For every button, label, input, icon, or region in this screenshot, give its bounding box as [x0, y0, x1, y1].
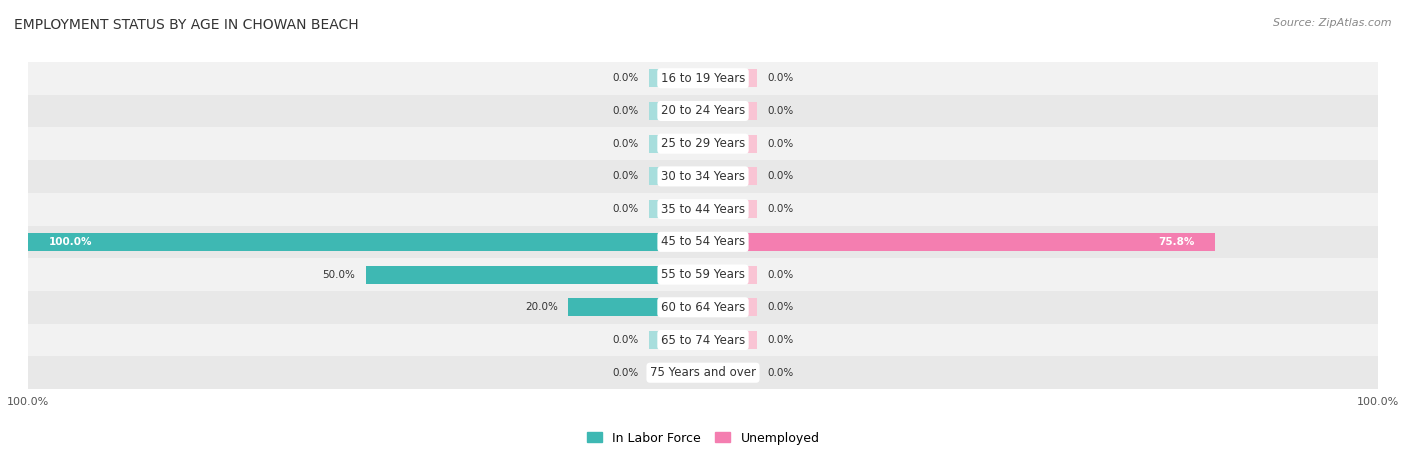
- Text: 20 to 24 Years: 20 to 24 Years: [661, 105, 745, 117]
- Bar: [650, 69, 703, 87]
- Text: 75.8%: 75.8%: [1159, 237, 1194, 247]
- Text: 0.0%: 0.0%: [768, 270, 793, 280]
- Text: 0.0%: 0.0%: [613, 73, 638, 83]
- Text: 30 to 34 Years: 30 to 34 Years: [661, 170, 745, 183]
- Text: 20.0%: 20.0%: [524, 302, 558, 312]
- Text: 16 to 19 Years: 16 to 19 Years: [661, 72, 745, 85]
- Bar: [703, 167, 756, 185]
- Text: 65 to 74 Years: 65 to 74 Years: [661, 334, 745, 346]
- Text: EMPLOYMENT STATUS BY AGE IN CHOWAN BEACH: EMPLOYMENT STATUS BY AGE IN CHOWAN BEACH: [14, 18, 359, 32]
- Bar: [650, 200, 703, 218]
- Text: 0.0%: 0.0%: [613, 139, 638, 149]
- Bar: [28, 258, 1378, 291]
- Bar: [568, 298, 703, 316]
- Bar: [703, 266, 756, 284]
- Bar: [703, 69, 756, 87]
- Text: 0.0%: 0.0%: [768, 335, 793, 345]
- Bar: [703, 298, 756, 316]
- Bar: [28, 193, 1378, 226]
- Bar: [28, 226, 1378, 258]
- Text: 0.0%: 0.0%: [613, 368, 638, 378]
- Text: 35 to 44 Years: 35 to 44 Years: [661, 202, 745, 216]
- Bar: [703, 135, 756, 153]
- Legend: In Labor Force, Unemployed: In Labor Force, Unemployed: [582, 427, 824, 450]
- Text: Source: ZipAtlas.com: Source: ZipAtlas.com: [1274, 18, 1392, 28]
- Bar: [650, 102, 703, 120]
- Text: 100.0%: 100.0%: [48, 237, 91, 247]
- Text: 0.0%: 0.0%: [768, 302, 793, 312]
- Bar: [28, 356, 1378, 389]
- Text: 25 to 29 Years: 25 to 29 Years: [661, 137, 745, 150]
- Text: 0.0%: 0.0%: [613, 204, 638, 214]
- Bar: [703, 364, 756, 382]
- Text: 0.0%: 0.0%: [768, 368, 793, 378]
- Bar: [28, 127, 1378, 160]
- Bar: [703, 200, 756, 218]
- Text: 50.0%: 50.0%: [322, 270, 356, 280]
- Bar: [28, 95, 1378, 127]
- Bar: [28, 62, 1378, 95]
- Bar: [650, 135, 703, 153]
- Text: 0.0%: 0.0%: [768, 73, 793, 83]
- Bar: [703, 233, 1215, 251]
- Text: 0.0%: 0.0%: [613, 106, 638, 116]
- Bar: [703, 102, 756, 120]
- Bar: [28, 160, 1378, 193]
- Bar: [28, 233, 703, 251]
- Text: 55 to 59 Years: 55 to 59 Years: [661, 268, 745, 281]
- Bar: [28, 291, 1378, 324]
- Bar: [650, 364, 703, 382]
- Bar: [703, 331, 756, 349]
- Text: 0.0%: 0.0%: [768, 106, 793, 116]
- Text: 75 Years and over: 75 Years and over: [650, 366, 756, 379]
- Bar: [28, 324, 1378, 356]
- Text: 0.0%: 0.0%: [768, 171, 793, 181]
- Text: 0.0%: 0.0%: [768, 204, 793, 214]
- Text: 60 to 64 Years: 60 to 64 Years: [661, 301, 745, 314]
- Text: 0.0%: 0.0%: [613, 335, 638, 345]
- Text: 0.0%: 0.0%: [613, 171, 638, 181]
- Bar: [650, 331, 703, 349]
- Bar: [366, 266, 703, 284]
- Text: 0.0%: 0.0%: [768, 139, 793, 149]
- Text: 45 to 54 Years: 45 to 54 Years: [661, 235, 745, 249]
- Bar: [650, 167, 703, 185]
